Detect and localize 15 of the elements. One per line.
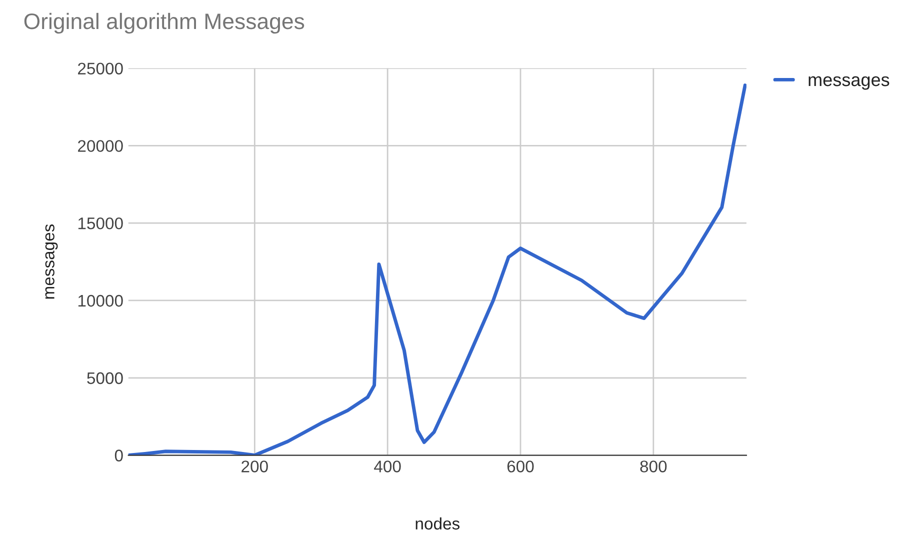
line-series [128, 84, 746, 456]
x-tick-label: 600 [507, 460, 534, 472]
x-tick-label: 800 [640, 460, 667, 472]
y-tick-label: 15000 [78, 217, 123, 230]
y-tick-label: 25000 [78, 62, 123, 74]
x-tick-label: 400 [374, 460, 401, 472]
y-tick-label: 5000 [87, 372, 123, 384]
y-axis-title: messages [45, 224, 58, 299]
x-axis-title: nodes [416, 517, 460, 530]
chart-title: Original algorithm Messages [24, 12, 304, 34]
y-tick-label: 20000 [78, 140, 123, 152]
y-tick-label: 0 [114, 450, 123, 462]
y-tick-label: 10000 [78, 294, 123, 307]
legend-label: messages [808, 76, 890, 90]
x-tick-label: 200 [242, 460, 268, 472]
